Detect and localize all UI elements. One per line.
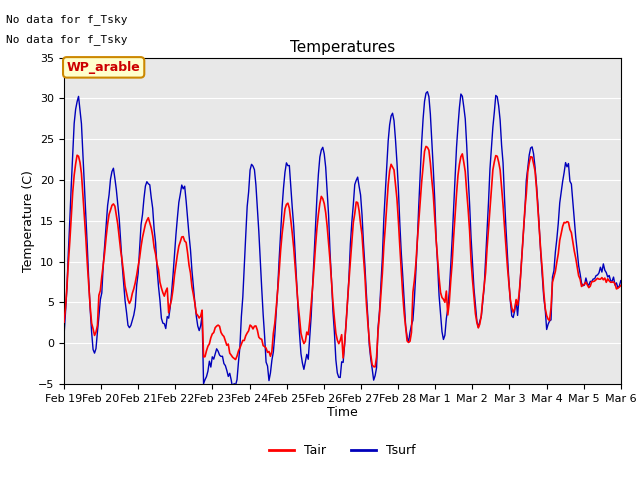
Text: No data for f_Tsky: No data for f_Tsky (6, 34, 128, 45)
Title: Temperatures: Temperatures (290, 40, 395, 55)
Legend: Tair, Tsurf: Tair, Tsurf (264, 439, 420, 462)
Text: WP_arable: WP_arable (67, 61, 141, 74)
Text: No data for f_Tsky: No data for f_Tsky (6, 14, 128, 25)
Y-axis label: Temperature (C): Temperature (C) (22, 170, 35, 272)
X-axis label: Time: Time (327, 407, 358, 420)
